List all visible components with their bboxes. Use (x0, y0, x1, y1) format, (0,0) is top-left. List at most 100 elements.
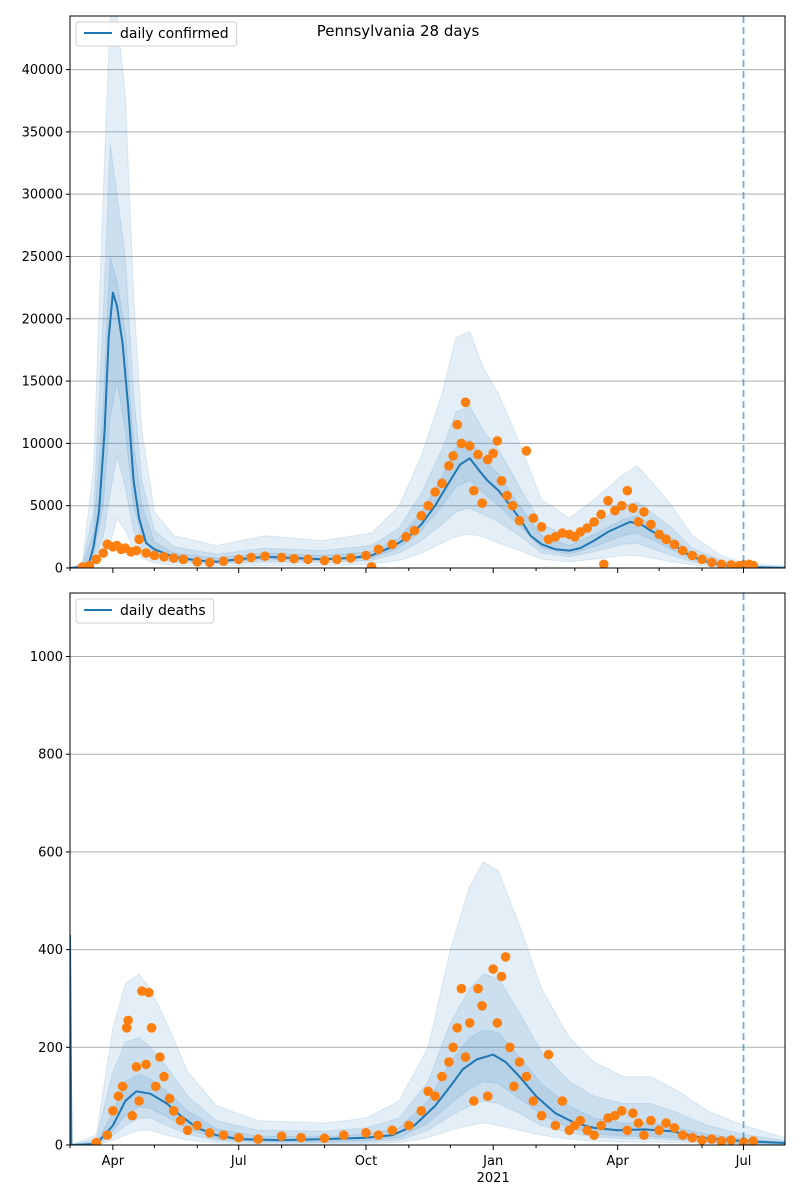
observed-point (430, 1091, 440, 1101)
observed-point (102, 1130, 113, 1140)
observed-point (460, 397, 471, 408)
observed-point (276, 552, 287, 563)
observed-point (528, 1096, 539, 1106)
y-tick-label: 20000 (22, 312, 63, 327)
observed-point (460, 1052, 471, 1062)
observed-point (246, 552, 256, 563)
observed-point (91, 554, 102, 565)
band-middle (70, 973, 785, 1145)
observed-point (716, 559, 727, 568)
observed-point (502, 490, 512, 501)
deaths-median-series (70, 934, 785, 1145)
observed-point (387, 539, 398, 550)
y-tick-label: 10000 (22, 437, 63, 452)
band-outer (70, 860, 785, 1145)
confirmed-observed-points (77, 397, 758, 568)
deaths-legend-label: daily deaths (120, 603, 206, 619)
observed-point (726, 1135, 736, 1145)
confirmed-x-axis (69, 568, 745, 573)
observed-point (452, 419, 463, 430)
y-tick-label: 15000 (22, 375, 63, 390)
confirmed-legend-label: daily confirmed (120, 26, 229, 42)
observed-point (677, 1130, 688, 1140)
observed-point (448, 451, 458, 461)
band-inner (70, 1029, 785, 1145)
observed-point (134, 1096, 144, 1106)
x-tick-label: Apr (102, 1154, 125, 1169)
observed-point (469, 1096, 479, 1106)
observed-point (276, 1131, 287, 1141)
band-outer (70, 16, 785, 568)
observed-point (633, 1118, 644, 1128)
observed-point (146, 1023, 157, 1033)
observed-point (253, 1134, 263, 1144)
deaths-panel: 0 200 400 600 800 1000 Apr Jul Oct Jan Apr Jul 202… (30, 592, 786, 1186)
observed-point (505, 1042, 515, 1053)
observed-point (260, 551, 270, 561)
observed-point (127, 1110, 137, 1121)
observed-point (482, 1091, 493, 1101)
observed-point (437, 1071, 447, 1082)
observed-point (654, 529, 664, 540)
deaths-legend: daily deaths (75, 598, 215, 624)
observed-point (633, 517, 644, 527)
observed-point (452, 1023, 463, 1033)
deaths-legend-box (75, 598, 215, 624)
observed-point (366, 562, 377, 568)
observed-point (178, 554, 189, 565)
observed-point (361, 550, 371, 561)
observed-point (639, 507, 649, 517)
y-tick-label: 400 (38, 943, 63, 958)
observed-point (289, 553, 299, 564)
observed-point (319, 1133, 330, 1143)
observed-point (514, 1057, 525, 1067)
observed-point (687, 550, 698, 561)
observed-point (149, 550, 160, 561)
observed-point (748, 1136, 758, 1145)
x-tick-label: Jul (735, 1154, 752, 1169)
observed-point (233, 554, 244, 565)
observed-point (496, 971, 507, 982)
observed-point (319, 555, 330, 566)
observed-point (575, 1115, 586, 1126)
observed-point (233, 1132, 244, 1143)
observed-point (536, 522, 547, 532)
observed-point (345, 553, 356, 563)
observed-point (536, 1110, 547, 1121)
observed-point (596, 1120, 606, 1131)
observed-point (98, 548, 108, 558)
observed-point (409, 525, 420, 536)
deaths-axes-frame (69, 592, 786, 1146)
observed-point (296, 1132, 306, 1143)
observed-point (500, 952, 511, 962)
x-tick-label: Jan (482, 1154, 503, 1169)
observed-point (617, 1106, 627, 1116)
observed-point (204, 557, 215, 568)
observed-point (738, 1137, 749, 1145)
x-tick-label: Apr (606, 1154, 629, 1169)
observed-point (387, 1125, 398, 1136)
observed-point (332, 554, 342, 565)
observed-point (373, 1130, 384, 1140)
observed-point (430, 487, 440, 497)
observed-point (131, 1062, 142, 1072)
observed-point (514, 515, 525, 526)
observed-point (168, 1106, 179, 1116)
observed-point (582, 523, 592, 533)
observed-point (91, 1137, 102, 1145)
confirmed-median-series (70, 291, 785, 568)
observed-point (303, 554, 313, 565)
observed-point (599, 559, 609, 568)
x-tick-label: Jul (230, 1154, 247, 1169)
y-tick-label: 35000 (22, 125, 63, 140)
observed-point (610, 1110, 620, 1121)
observed-point (155, 1052, 165, 1062)
observed-point (550, 1120, 561, 1131)
observed-point (175, 1115, 186, 1126)
observed-point (677, 545, 688, 556)
observed-point (218, 556, 229, 566)
observed-point (521, 446, 532, 456)
observed-point (477, 1001, 487, 1011)
observed-point (456, 438, 467, 449)
observed-point (509, 1081, 519, 1092)
